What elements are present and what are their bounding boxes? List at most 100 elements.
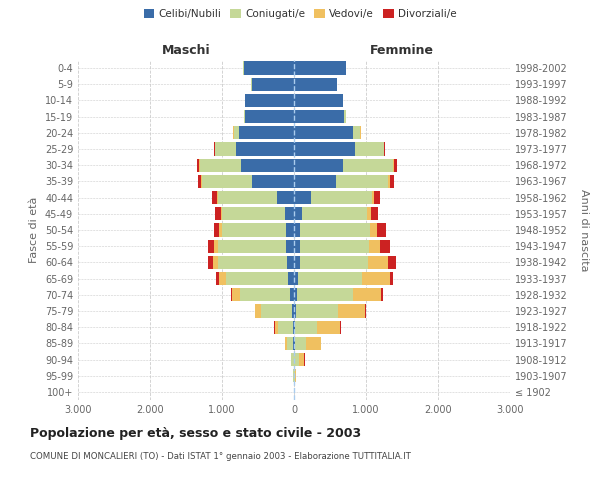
Bar: [369, 240, 380, 253]
Bar: [290, 288, 294, 302]
Legend: Celibi/Nubili, Coniugati/e, Vedovi/e, Divorziali/e: Celibi/Nubili, Coniugati/e, Vedovi/e, Di…: [139, 5, 461, 24]
Bar: [292, 304, 294, 318]
Bar: [241, 158, 294, 172]
Bar: [261, 304, 292, 318]
Bar: [295, 320, 317, 334]
Bar: [214, 240, 218, 253]
Bar: [296, 304, 338, 318]
Bar: [371, 207, 378, 220]
Bar: [343, 158, 394, 172]
Bar: [353, 126, 360, 140]
Bar: [374, 191, 380, 204]
Bar: [295, 353, 299, 366]
Bar: [372, 191, 374, 204]
Text: Femmine: Femmine: [370, 44, 434, 58]
Bar: [294, 256, 300, 269]
Bar: [293, 320, 294, 334]
Bar: [286, 240, 294, 253]
Bar: [336, 175, 388, 188]
Bar: [219, 272, 226, 285]
Bar: [212, 191, 217, 204]
Bar: [200, 158, 241, 172]
Bar: [218, 256, 287, 269]
Bar: [220, 224, 221, 236]
Bar: [294, 110, 344, 124]
Bar: [294, 272, 298, 285]
Bar: [245, 110, 294, 124]
Text: Popolazione per età, sesso e stato civile - 2003: Popolazione per età, sesso e stato civil…: [30, 428, 361, 440]
Bar: [292, 353, 293, 366]
Bar: [244, 62, 294, 74]
Bar: [294, 207, 302, 220]
Bar: [390, 272, 394, 285]
Bar: [202, 175, 252, 188]
Bar: [306, 336, 320, 350]
Bar: [394, 158, 397, 172]
Bar: [198, 175, 202, 188]
Bar: [294, 304, 296, 318]
Bar: [222, 207, 286, 220]
Bar: [239, 288, 290, 302]
Bar: [287, 256, 294, 269]
Text: COMUNE DI MONCALIERI (TO) - Dati ISTAT 1° gennaio 2003 - Elaborazione TUTTITALIA: COMUNE DI MONCALIERI (TO) - Dati ISTAT 1…: [30, 452, 411, 461]
Bar: [294, 175, 336, 188]
Bar: [365, 304, 366, 318]
Bar: [214, 256, 218, 269]
Bar: [244, 110, 245, 124]
Bar: [317, 320, 340, 334]
Bar: [277, 191, 294, 204]
Bar: [214, 224, 220, 236]
Bar: [301, 224, 370, 236]
Bar: [300, 256, 368, 269]
Bar: [294, 191, 311, 204]
Bar: [255, 304, 261, 318]
Bar: [197, 158, 199, 172]
Bar: [338, 304, 365, 318]
Bar: [370, 224, 377, 236]
Text: Maschi: Maschi: [161, 44, 211, 58]
Bar: [208, 256, 214, 269]
Bar: [294, 62, 346, 74]
Bar: [275, 320, 278, 334]
Bar: [368, 256, 388, 269]
Bar: [390, 175, 394, 188]
Bar: [294, 78, 337, 91]
Bar: [340, 320, 341, 334]
Bar: [286, 336, 287, 350]
Bar: [294, 224, 301, 236]
Bar: [233, 126, 239, 140]
Bar: [214, 142, 215, 156]
Bar: [353, 288, 382, 302]
Bar: [287, 336, 293, 350]
Bar: [216, 272, 219, 285]
Bar: [232, 288, 239, 302]
Bar: [288, 272, 294, 285]
Bar: [388, 256, 396, 269]
Bar: [218, 191, 277, 204]
Bar: [294, 142, 355, 156]
Bar: [218, 240, 286, 253]
Bar: [344, 110, 346, 124]
Bar: [377, 224, 386, 236]
Bar: [208, 240, 214, 253]
Bar: [295, 336, 306, 350]
Bar: [215, 207, 221, 220]
Bar: [294, 126, 353, 140]
Bar: [362, 272, 390, 285]
Bar: [215, 142, 236, 156]
Bar: [217, 191, 218, 204]
Bar: [295, 369, 296, 382]
Bar: [299, 353, 304, 366]
Y-axis label: Anni di nascita: Anni di nascita: [579, 188, 589, 271]
Bar: [239, 126, 294, 140]
Bar: [286, 207, 294, 220]
Bar: [367, 207, 371, 220]
Bar: [388, 175, 390, 188]
Bar: [301, 240, 369, 253]
Bar: [221, 207, 222, 220]
Bar: [245, 94, 294, 107]
Bar: [294, 288, 296, 302]
Bar: [252, 175, 294, 188]
Bar: [294, 94, 343, 107]
Bar: [294, 158, 343, 172]
